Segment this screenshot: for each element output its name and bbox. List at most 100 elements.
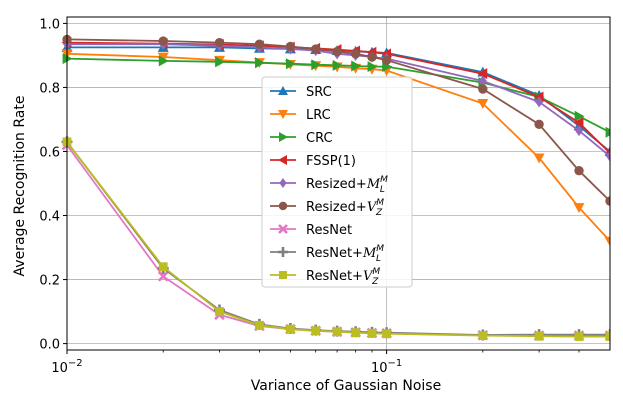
data-point [311, 44, 321, 54]
data-point [573, 117, 584, 129]
y-tick-label: 0.8 [39, 81, 60, 96]
legend-label-base: ResNet+ [306, 246, 363, 261]
legend-label-subscript: L [376, 254, 381, 264]
legend-entry: CRC [270, 131, 333, 146]
data-point [478, 84, 488, 94]
legend-label-subscript: Z [375, 208, 383, 218]
data-point [574, 166, 584, 176]
legend-label: CRC [306, 131, 333, 146]
legend-label: ResNet+VM Z [306, 267, 380, 287]
legend-label-subscript: Z [371, 277, 379, 287]
legend-label-symbol: M [366, 177, 381, 192]
data-point [157, 271, 169, 282]
data-point [332, 327, 342, 337]
data-point [350, 49, 361, 59]
legend-label: FSSP(1) [306, 154, 356, 169]
legend-label-symbol: M [362, 246, 377, 261]
data-point [477, 99, 489, 109]
data-point [573, 203, 585, 214]
data-point [604, 236, 610, 247]
x-tick-base: 10 [371, 361, 388, 376]
data-point [606, 150, 610, 162]
legend-entry: Resized+VM Z [270, 198, 384, 218]
data-point [575, 125, 583, 137]
y-tick-label: 0.6 [39, 145, 60, 160]
legend-label: SRC [306, 85, 332, 100]
data-point [278, 201, 288, 211]
data-point [605, 332, 610, 341]
data-point [278, 155, 287, 165]
data-point [255, 320, 264, 330]
legend-entry: Resized+MM L [270, 175, 388, 195]
data-point [535, 96, 544, 108]
data-point [367, 61, 378, 73]
data-point [605, 126, 610, 138]
data-point [478, 331, 488, 340]
legend-box [261, 76, 413, 288]
data-point [381, 55, 392, 65]
data-point [605, 196, 610, 206]
data-point [255, 57, 265, 69]
data-point [382, 329, 392, 339]
y-tick-label: 1.0 [39, 17, 60, 32]
legend-label: ResNet+MM L [306, 244, 384, 264]
data-point [279, 178, 287, 188]
x-tick-base: 10 [51, 361, 68, 376]
data-point [367, 52, 377, 62]
data-point [332, 59, 343, 71]
data-point [574, 332, 584, 341]
data-point [214, 37, 225, 48]
legend-label-base: Resized+ [306, 177, 367, 192]
legend-label-symbol: V [367, 200, 378, 215]
x-tick-exponent: −1 [388, 358, 403, 369]
data-point [351, 60, 362, 72]
data-point [279, 271, 287, 279]
data-point [278, 247, 288, 257]
series-layer [61, 34, 610, 341]
data-point [158, 262, 168, 272]
data-point [278, 110, 288, 119]
legend-label: Resized+MM L [306, 175, 388, 195]
series-resized-v-z-m [62, 34, 610, 206]
series-resnet-v-z-m [62, 137, 610, 341]
series-crc [62, 53, 610, 138]
data-point [279, 132, 288, 142]
x-axis-label: Variance of Gaussian Noise [251, 378, 441, 394]
data-point [477, 68, 488, 80]
y-tick-label: 0.0 [39, 338, 60, 353]
x-tick-exponent: −2 [68, 358, 83, 369]
data-point [158, 55, 169, 67]
legend-entry: ResNet+MM L [270, 244, 384, 264]
data-point [254, 39, 265, 49]
y-axis-label: Average Recognition Rate [12, 96, 28, 277]
y-tick-label: 0.4 [39, 210, 60, 225]
plot-frame [66, 16, 611, 351]
legend-label-base: Resized+ [306, 200, 367, 215]
data-point [478, 75, 487, 87]
data-point [534, 119, 544, 129]
data-point [158, 36, 168, 46]
data-point [285, 324, 295, 334]
series-line [66, 57, 610, 134]
data-point [157, 52, 169, 63]
legend-label-symbol: V [363, 269, 374, 284]
legend-label: ResNet [306, 223, 352, 238]
legend-label-superscript: M [372, 267, 380, 277]
legend-label-superscript: M [376, 244, 384, 254]
data-point [574, 110, 585, 122]
axis-ticks: 0.00.20.40.60.81.010−2 10−1 [39, 17, 580, 376]
data-point [332, 46, 342, 57]
legend-label-base: ResNet+ [306, 269, 363, 284]
legend-entry: LRC [270, 108, 331, 123]
data-point [351, 328, 361, 338]
data-point [534, 331, 544, 341]
legend-entry: SRC [270, 85, 332, 100]
legend-entry: FSSP(1) [270, 154, 356, 169]
data-point [311, 326, 321, 336]
data-point [62, 53, 73, 65]
legend-label: Resized+VM Z [306, 198, 384, 218]
x-tick-label: 10−2 [51, 358, 82, 376]
legend-label-superscript: M [380, 175, 388, 185]
